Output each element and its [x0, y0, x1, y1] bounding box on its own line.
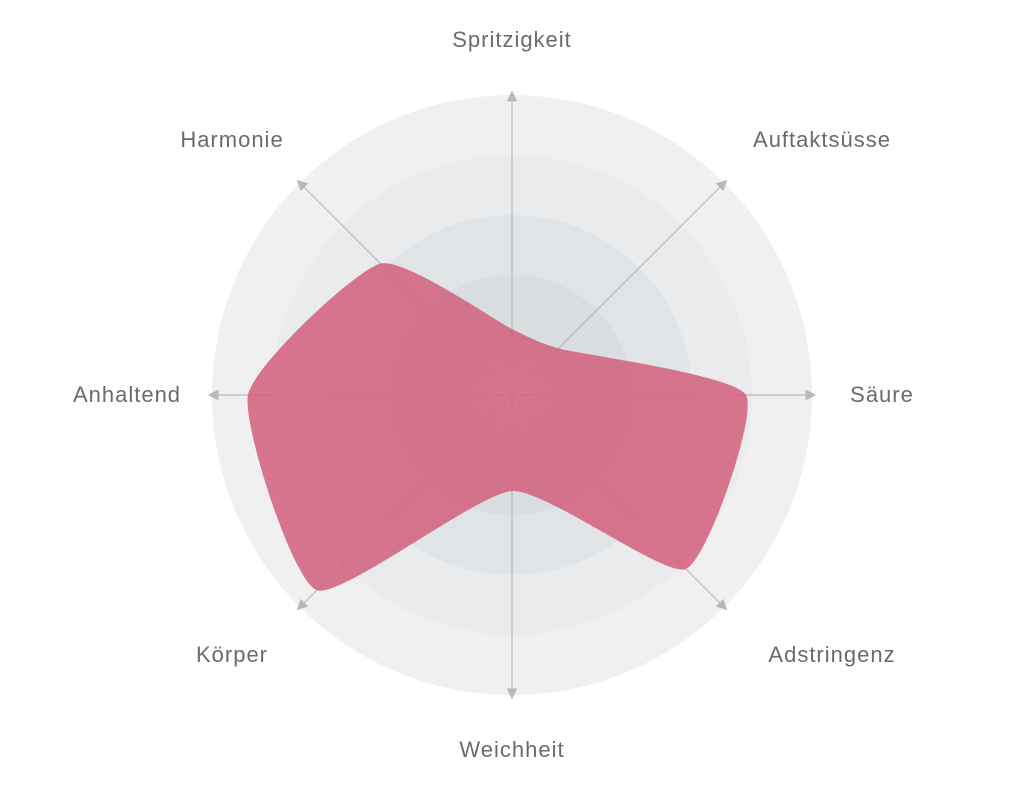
axis-label-2: Säure — [850, 382, 914, 408]
axis-label-6: Anhaltend — [73, 382, 181, 408]
axis-label-3: Adstringenz — [768, 642, 895, 668]
axis-label-5: Körper — [196, 642, 268, 668]
axis-label-0: Spritzigkeit — [452, 27, 572, 53]
axis-label-1: Auftaktsüsse — [753, 127, 891, 153]
radar-chart: Spritzigkeit Auftaktsüsse Säure Adstring… — [0, 0, 1024, 789]
axis-label-4: Weichheit — [459, 737, 564, 763]
axis-label-7: Harmonie — [180, 127, 283, 153]
